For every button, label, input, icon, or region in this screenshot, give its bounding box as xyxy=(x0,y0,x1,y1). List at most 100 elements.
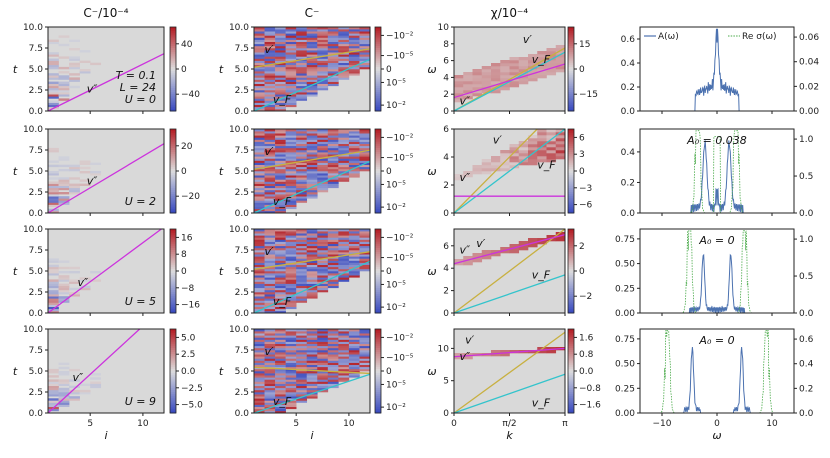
c1-colorbar-row1-segment xyxy=(170,43,176,47)
c2-cell xyxy=(254,275,265,278)
c2-cell xyxy=(275,206,286,210)
c1-param-L: L = 24 xyxy=(120,81,156,94)
c2-cell xyxy=(327,347,339,351)
c2-cell xyxy=(306,366,318,370)
c2-cell xyxy=(317,366,329,370)
c1-cell xyxy=(58,296,70,299)
c2-cell xyxy=(327,35,339,38)
c2-cell xyxy=(254,229,265,232)
c2-y-tick-label: 2.5 xyxy=(235,388,249,398)
c3-cell xyxy=(481,66,492,70)
c3-cell xyxy=(528,138,538,142)
c2-cell xyxy=(327,275,339,278)
c3-colorbar-row2-segment xyxy=(568,192,574,195)
c3-y-tick-label: 6 xyxy=(443,242,449,252)
c1-cell xyxy=(58,87,70,91)
c1-colorbar-row3-label: 0 xyxy=(181,267,187,277)
c3-cell xyxy=(546,147,557,151)
c3-colorbar-row1-segment xyxy=(568,108,574,112)
c2-cell xyxy=(327,331,339,334)
c2-colorbar-row3-segment xyxy=(375,258,381,261)
c3-spectrum-row3 xyxy=(453,228,566,314)
c3-colorbar-row2-segment xyxy=(568,208,574,212)
c3-cell xyxy=(481,159,492,163)
c2-colorbar-row1-segment xyxy=(375,90,381,93)
c2-cell xyxy=(254,381,265,384)
c2-cell xyxy=(327,131,339,134)
c1-colorbar-row3-segment xyxy=(170,277,176,280)
c1-colorbar-row2-segment xyxy=(170,202,176,206)
c3-cell xyxy=(472,93,483,97)
c2-cell xyxy=(338,256,350,259)
c2-cell xyxy=(327,279,339,282)
c2-cell xyxy=(264,239,276,242)
c2-cell xyxy=(264,356,276,359)
c2-cell xyxy=(327,52,339,55)
c2-cell xyxy=(254,162,265,165)
c2-cell xyxy=(306,360,318,363)
c2-cell xyxy=(254,300,265,303)
c1-cell xyxy=(69,368,80,372)
c2-cell xyxy=(254,50,265,53)
c3-cell xyxy=(481,78,492,82)
c2-cell xyxy=(275,131,286,134)
c2-colorbar-row4-segment xyxy=(375,375,381,378)
c2-cell xyxy=(285,333,297,336)
c2-cell xyxy=(285,354,297,357)
c2-cell xyxy=(254,360,265,363)
c1-cell xyxy=(48,75,59,78)
c2-cell xyxy=(285,260,297,263)
c2-cell xyxy=(275,73,286,76)
c2-cell xyxy=(327,71,339,74)
c1-vpp-line xyxy=(47,53,165,112)
c2-cell xyxy=(296,71,308,74)
c2-cell xyxy=(317,171,329,174)
c2-cell xyxy=(254,90,265,93)
c1-colorbar-row4-segment xyxy=(170,356,176,359)
c2-cell xyxy=(327,377,339,380)
c2-cell xyxy=(327,31,339,34)
c2-cell xyxy=(264,29,276,32)
c2-cell xyxy=(348,45,360,49)
c2-cell xyxy=(264,60,276,63)
c2-colorbar-row2-label: 0 xyxy=(386,167,392,177)
c2-cell xyxy=(296,152,308,155)
c1-colorbar-row2-segment xyxy=(170,196,176,199)
c2-cell xyxy=(306,177,318,180)
c2-colorbar-row2-segment xyxy=(375,200,381,203)
c2-cell xyxy=(275,54,286,57)
c3-cell xyxy=(454,356,464,360)
c2-cell xyxy=(306,358,318,361)
c3-colorbar-row3-segment xyxy=(568,294,574,297)
c2-cell xyxy=(348,60,360,63)
c2-colorbar-row4-label: 0 xyxy=(386,367,392,377)
c2-cell xyxy=(264,75,276,78)
c2-cell xyxy=(306,256,318,259)
c3-colorbar-row4-label: 1.6 xyxy=(579,333,594,343)
c2-cell xyxy=(348,137,360,140)
c2-cell xyxy=(296,48,308,51)
c1-colorbar-row4-segment xyxy=(170,358,176,361)
c3-cell xyxy=(537,150,547,154)
c2-cell xyxy=(348,52,360,55)
c2-y-tick-label: 10.0 xyxy=(229,325,249,335)
c2-cell xyxy=(306,77,318,80)
c2-cell xyxy=(306,54,318,57)
c2-cell xyxy=(359,135,371,138)
c2-cell xyxy=(285,252,297,255)
c3-colorbar-row3-label: 0 xyxy=(579,267,585,277)
c2-cell xyxy=(296,394,308,397)
c3-vpp-label: v″ xyxy=(460,171,472,184)
c1-cell xyxy=(48,102,59,105)
c2-cell xyxy=(254,69,265,72)
c1-cell xyxy=(48,408,59,412)
c2-cell xyxy=(348,164,360,168)
c2-cell xyxy=(317,329,329,332)
c3-cell xyxy=(463,87,473,91)
c2-cell xyxy=(359,160,371,163)
c2-ylabel: t xyxy=(219,365,224,378)
c2-cell xyxy=(327,335,339,338)
c2-cell xyxy=(285,179,297,182)
c2-colorbar-row1-segment xyxy=(375,94,381,97)
c1-colorbar-row4-segment xyxy=(170,402,176,406)
